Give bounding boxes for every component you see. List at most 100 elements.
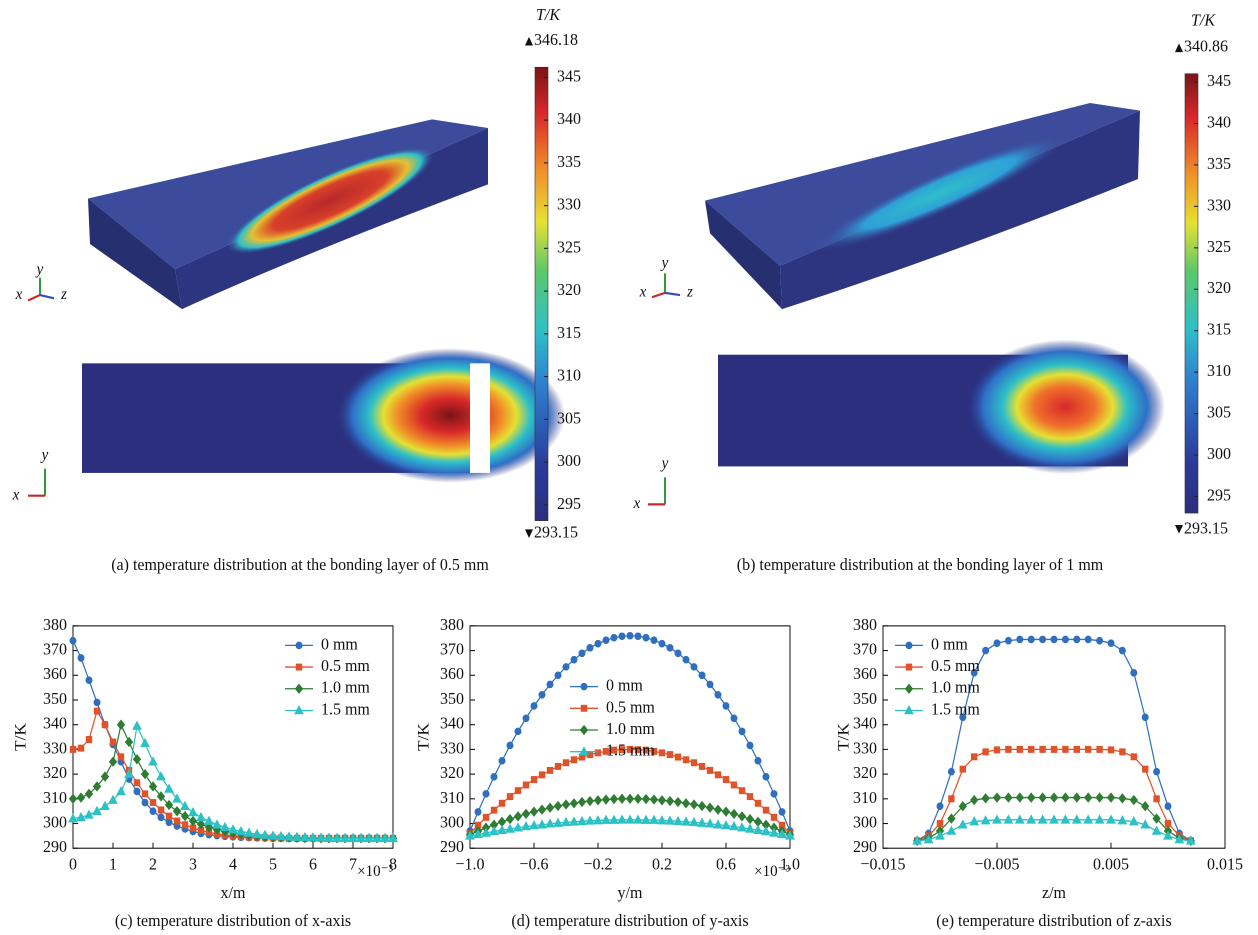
marker — [507, 794, 512, 800]
marker — [499, 800, 504, 806]
x-multiplier: ×10⁻³ — [754, 862, 790, 880]
marker — [1097, 746, 1102, 752]
axis-name: x — [633, 495, 641, 513]
marker — [683, 799, 690, 808]
marker — [747, 794, 752, 800]
y-tick-label: 330 — [43, 738, 67, 758]
y-tick-label: 290 — [43, 837, 67, 857]
legend-label: 0.5 mm — [606, 697, 655, 717]
marker — [1005, 793, 1012, 802]
y-tick-label: 370 — [853, 639, 877, 659]
figure: y x z y x (a) temperature distribution a… — [0, 0, 1258, 935]
marker — [1016, 793, 1023, 802]
x-tick-label: −0.015 — [860, 854, 905, 874]
marker — [86, 737, 91, 743]
marker — [142, 799, 148, 806]
legend-label: 1.5 mm — [931, 699, 980, 719]
marker — [94, 699, 100, 706]
marker — [174, 807, 181, 816]
colorbar-tick-label: 305 — [1207, 402, 1231, 422]
marker — [1063, 746, 1068, 752]
y-tick-label: 320 — [853, 762, 877, 782]
marker — [723, 807, 730, 816]
hot-zone — [335, 348, 565, 483]
colorbar-max: 340.86 — [1184, 36, 1228, 56]
y-tick-label: 380 — [440, 614, 464, 634]
marker — [134, 780, 139, 786]
y-tick-label: 320 — [43, 762, 67, 782]
marker — [675, 650, 681, 657]
marker — [1096, 793, 1103, 802]
axis-name: z — [60, 285, 67, 303]
axis-name: x — [639, 283, 647, 301]
y-tick-label: 340 — [440, 713, 464, 733]
marker — [755, 800, 760, 806]
marker — [731, 810, 738, 819]
legend-marker — [581, 726, 588, 735]
legend-label: 0 mm — [321, 634, 358, 654]
marker — [70, 637, 76, 644]
marker — [651, 795, 658, 804]
marker — [1154, 796, 1159, 802]
marker — [994, 747, 999, 753]
caption: (a) temperature distribution at the bond… — [111, 555, 489, 575]
marker — [675, 798, 682, 807]
x-tick-label: −0.2 — [583, 854, 612, 874]
legend-label: 1.0 mm — [931, 677, 980, 697]
colorbar-tick-label: 300 — [1207, 443, 1231, 463]
colorbar-tick-label: 345 — [557, 66, 581, 86]
marker — [499, 758, 505, 765]
x-tick-label: 0.005 — [1093, 854, 1129, 874]
marker — [85, 811, 93, 819]
marker — [491, 774, 497, 781]
colorbar-tick-label: 345 — [1207, 70, 1231, 90]
marker — [531, 703, 537, 710]
colorbar-tick-label: 295 — [557, 493, 581, 513]
marker — [205, 817, 213, 825]
marker — [587, 797, 594, 806]
colorbar-tick-label: 340 — [1207, 112, 1231, 132]
marker — [150, 800, 155, 806]
marker — [691, 664, 697, 671]
marker — [1017, 636, 1023, 643]
marker — [1165, 821, 1170, 827]
colorbar-tick-label: 325 — [557, 237, 581, 257]
marker — [102, 722, 107, 728]
marker — [971, 796, 978, 805]
marker — [771, 791, 777, 798]
caption: (c) temperature distribution of x-axis — [115, 910, 351, 930]
marker — [491, 807, 496, 813]
colorbar-title: T/K — [1191, 10, 1216, 30]
marker — [960, 766, 965, 772]
marker — [174, 818, 179, 824]
marker — [579, 650, 585, 657]
x-tick-label: −0.6 — [519, 854, 548, 874]
marker — [779, 809, 785, 816]
marker — [507, 815, 514, 824]
marker — [1073, 793, 1080, 802]
colorbar-tick-label: 320 — [557, 279, 581, 299]
x-tick-label: 0 — [69, 854, 77, 874]
colorbar-tick-label: 335 — [1207, 153, 1231, 173]
marker — [755, 758, 761, 765]
colorbar-tick-label: 310 — [1207, 361, 1231, 381]
marker — [983, 647, 989, 654]
marker — [994, 793, 1001, 802]
marker — [166, 813, 171, 819]
marker — [515, 788, 520, 794]
colorbar-tick-label: 340 — [557, 108, 581, 128]
marker — [707, 767, 712, 773]
marker — [1108, 747, 1113, 753]
legend-label: 1.0 mm — [321, 677, 370, 697]
y-tick-label: 300 — [853, 812, 877, 832]
marker — [1154, 768, 1160, 775]
marker — [948, 768, 954, 775]
marker — [555, 764, 560, 770]
marker — [158, 807, 163, 813]
y-tick-label: 310 — [853, 787, 877, 807]
marker — [1120, 749, 1125, 755]
marker — [659, 640, 665, 647]
marker — [150, 808, 156, 815]
legend-marker — [906, 664, 911, 670]
colorbar-tick-label: 300 — [557, 450, 581, 470]
